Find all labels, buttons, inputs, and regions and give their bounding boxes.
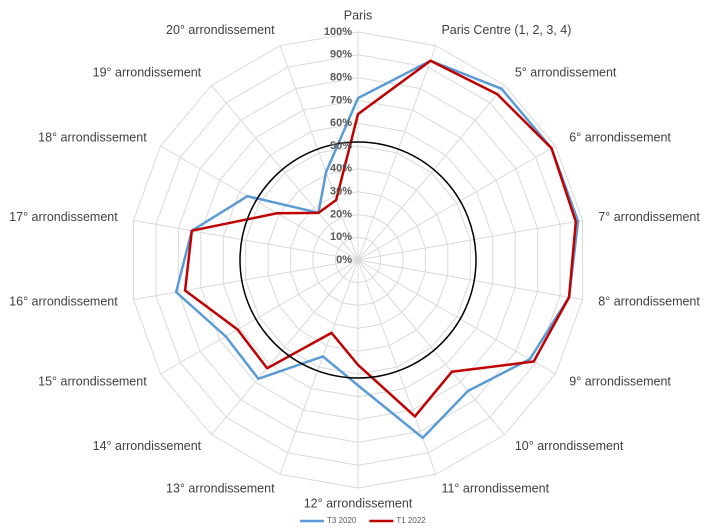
category-label: Paris Centre (1, 2, 3, 4) — [441, 23, 571, 37]
category-label: 8° arrondissement — [598, 295, 700, 309]
category-label: 11° arrondissement — [441, 482, 549, 496]
category-label: Paris — [344, 8, 372, 22]
spoke — [279, 45, 359, 261]
spoke — [211, 259, 359, 435]
series-line — [183, 59, 578, 418]
category-label: 10° arrondissement — [515, 439, 624, 453]
spoke — [279, 259, 359, 475]
y-tick-label: 60% — [330, 117, 352, 129]
spoke — [357, 259, 505, 435]
category-label: 16° arrondissement — [9, 295, 118, 309]
legend-label: T1 2022 — [396, 516, 426, 525]
category-label: 13° arrondissement — [166, 482, 275, 496]
spoke — [357, 259, 437, 475]
spoke — [357, 259, 556, 375]
category-label: 7° arrondissement — [598, 210, 700, 224]
spoke — [160, 145, 359, 261]
spoke — [133, 259, 359, 301]
y-tick-label: 90% — [330, 49, 352, 61]
y-tick-label: 30% — [330, 186, 352, 198]
category-label: 18° arrondissement — [38, 130, 147, 144]
spoke — [357, 259, 583, 301]
category-label: 17° arrondissement — [9, 210, 118, 224]
y-tick-label: 70% — [330, 94, 352, 106]
annotation-circle — [239, 141, 477, 379]
spoke — [357, 45, 437, 261]
category-label: 5° arrondissement — [515, 65, 617, 79]
y-tick-label: 10% — [330, 231, 352, 243]
spoke — [211, 85, 359, 261]
spoke — [357, 145, 556, 261]
spoke — [160, 259, 359, 375]
spoke — [357, 219, 583, 261]
spoke — [357, 85, 505, 261]
category-label: 15° arrondissement — [38, 374, 147, 388]
y-tick-label: 100% — [324, 26, 352, 38]
category-label: 19° arrondissement — [93, 65, 202, 79]
spoke — [133, 219, 359, 261]
category-label: 9° arrondissement — [569, 374, 671, 388]
y-tick-label: 50% — [330, 140, 352, 152]
legend-label: T3 2020 — [327, 516, 357, 525]
y-tick-label: 40% — [330, 163, 352, 175]
category-label: 20° arrondissement — [166, 23, 275, 37]
y-tick-label: 20% — [330, 208, 352, 220]
y-tick-label: 0% — [336, 254, 352, 266]
y-tick-label: 80% — [330, 72, 352, 84]
category-label: 14° arrondissement — [93, 439, 202, 453]
category-label: 6° arrondissement — [569, 130, 671, 144]
category-label: 12° arrondissement — [304, 496, 413, 510]
